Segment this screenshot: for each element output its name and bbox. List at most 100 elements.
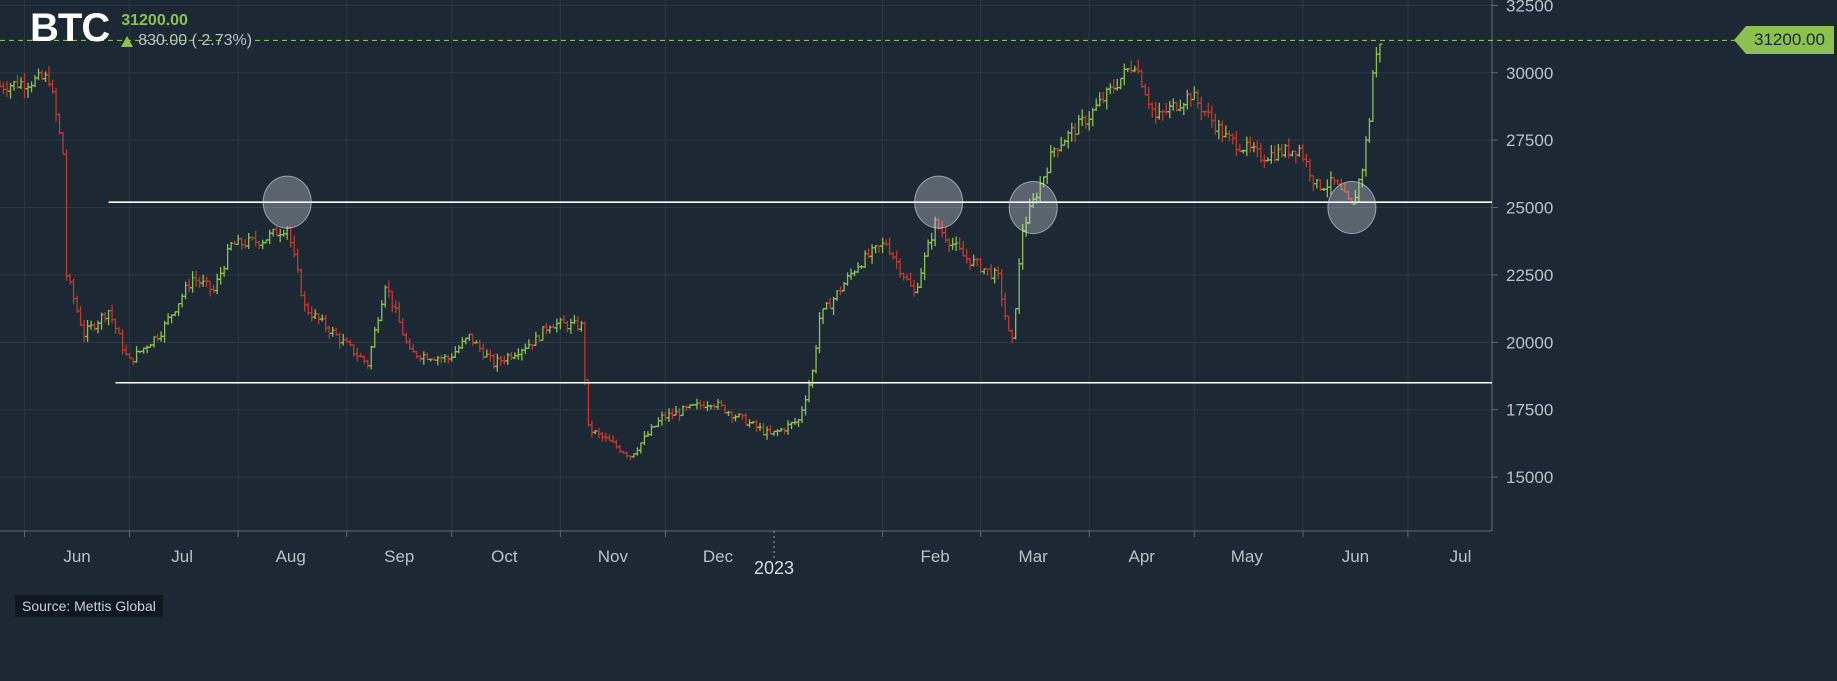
- ohlc-bar: [869, 244, 875, 264]
- highlight-circle: [1008, 181, 1058, 235]
- ohlc-bar: [414, 351, 420, 359]
- ohlc-bar: [1, 82, 7, 95]
- ohlc-bar: [74, 295, 80, 313]
- support-resistance-lines: [108, 201, 1492, 384]
- ohlc-bar: [214, 273, 220, 295]
- ohlc-bar: [53, 87, 59, 122]
- y-tick-label: 30000: [1506, 64, 1553, 83]
- ohlc-bar: [953, 236, 959, 251]
- ohlc-bar: [330, 326, 336, 337]
- ohlc-bar: [71, 278, 77, 305]
- ohlc-bar: [799, 406, 805, 423]
- ohlc-bar: [1279, 144, 1285, 158]
- ohlc-bar: [246, 233, 252, 249]
- ohlc-bar: [421, 351, 427, 365]
- y-tick-label: 20000: [1506, 333, 1553, 352]
- ohlc-bar: [967, 258, 973, 270]
- ohlc-bar: [64, 149, 70, 281]
- ohlc-bar: [95, 320, 101, 334]
- y-tick-label: 25000: [1506, 199, 1553, 218]
- x-tick-label: May: [1231, 547, 1264, 566]
- ohlc-bar: [81, 319, 87, 343]
- ohlc-bar: [25, 82, 31, 98]
- ohlc-bar: [176, 302, 182, 317]
- ohlc-bar: [438, 354, 444, 364]
- ohlc-bar: [929, 232, 935, 250]
- ohlc-bar: [543, 322, 549, 335]
- ohlc-bar: [666, 408, 672, 422]
- ohlc-bar: [694, 398, 700, 410]
- ohlc-bar: [277, 228, 283, 243]
- ohlc-bar: [169, 314, 175, 324]
- ohlc-bar: [1307, 158, 1313, 182]
- ohlc-bar: [901, 272, 907, 281]
- ohlc-bar: [988, 264, 994, 280]
- ohlc-bar: [18, 77, 24, 89]
- ohlc-bar: [211, 284, 217, 294]
- ohlc-bar: [880, 237, 886, 253]
- ohlc-bar: [1114, 79, 1120, 91]
- ohlc-bar: [1149, 102, 1155, 118]
- ohlc-bar: [578, 320, 584, 332]
- ohlc-bar: [116, 326, 122, 335]
- ohlc-bars: [0, 43, 1383, 461]
- y-tick-label: 22500: [1506, 266, 1553, 285]
- ohlc-bar: [1006, 315, 1012, 332]
- ohlc-bar: [393, 300, 399, 314]
- up-arrow-icon: [121, 35, 134, 47]
- ohlc-bar: [915, 282, 921, 294]
- ohlc-bar: [1142, 83, 1148, 96]
- ohlc-bar: [911, 280, 917, 297]
- ohlc-bar: [29, 81, 35, 93]
- ohlc-bar: [1104, 87, 1110, 110]
- chart-grid: [0, 0, 1492, 531]
- ohlc-bar: [585, 378, 591, 427]
- ohlc-bar: [99, 312, 105, 330]
- x-tick-label: Feb: [920, 547, 949, 566]
- ohlc-bar: [855, 262, 861, 274]
- ohlc-bar: [571, 314, 577, 325]
- x-tick-label: Jul: [171, 547, 193, 566]
- ohlc-bar: [316, 312, 322, 324]
- ohlc-bar: [732, 414, 738, 422]
- ohlc-bar: [715, 398, 721, 410]
- ohlc-bar: [1195, 89, 1201, 109]
- badge-shape: [1734, 26, 1834, 55]
- x-tick-label: Jul: [1450, 547, 1472, 566]
- ohlc-bar: [1048, 144, 1054, 174]
- ohlc-bar: [508, 352, 514, 361]
- ohlc-bar: [918, 268, 924, 289]
- ohlc-bar: [144, 345, 150, 354]
- ohlc-bar: [1370, 70, 1376, 122]
- ohlc-bar: [564, 320, 570, 333]
- ohlc-bar: [1118, 77, 1124, 90]
- ohlc-bar: [389, 290, 395, 313]
- ohlc-bar: [1016, 258, 1022, 314]
- ohlc-bar: [382, 285, 388, 308]
- price-block: 31200.00 830.00 ( 2.73%): [121, 12, 252, 52]
- ohlc-bar: [1072, 123, 1078, 143]
- ohlc-bar: [1216, 119, 1222, 140]
- ohlc-bar: [606, 434, 612, 442]
- ohlc-bar: [792, 417, 798, 425]
- ohlc-bar: [274, 226, 280, 237]
- ohlc-bar: [803, 395, 809, 416]
- ohlc-bar: [554, 318, 560, 333]
- ohlc-bar: [883, 239, 889, 247]
- ohlc-bar: [1198, 96, 1204, 121]
- ohlc-bar: [337, 332, 343, 349]
- ohlc-bar: [354, 347, 360, 362]
- x-tick-label: Oct: [491, 547, 518, 566]
- ohlc-bar: [92, 322, 98, 332]
- ohlc-bar: [810, 369, 816, 388]
- ohlc-bar: [102, 312, 108, 323]
- ohlc-bar: [960, 241, 966, 257]
- ohlc-bar: [109, 304, 115, 324]
- ohlc-bar: [323, 314, 329, 332]
- ohlc-bar: [494, 353, 500, 372]
- ohlc-bar: [1247, 136, 1253, 153]
- ohlc-bar: [1153, 101, 1159, 124]
- ohlc-bar: [659, 411, 665, 426]
- ohlc-bar: [739, 413, 745, 421]
